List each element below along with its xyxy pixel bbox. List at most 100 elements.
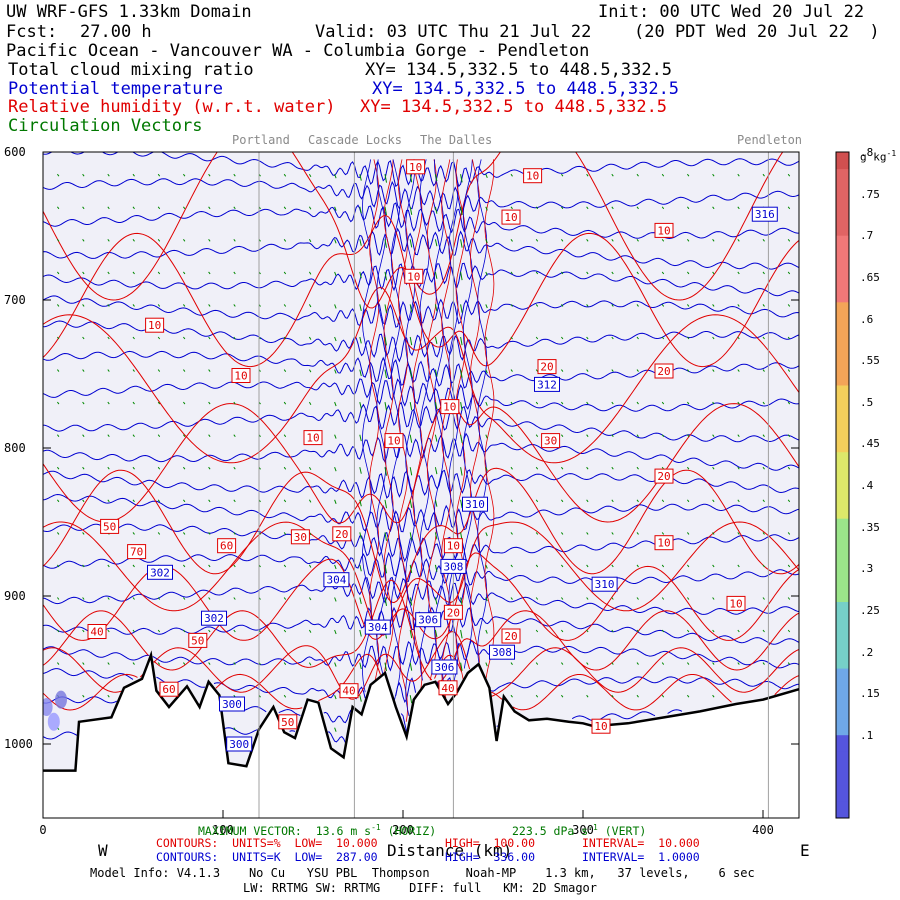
circulation-vector <box>586 662 589 665</box>
colorbar-band <box>836 568 849 586</box>
circulation-vector <box>712 304 715 307</box>
circulation-vector <box>636 662 639 665</box>
circulation-vector <box>460 499 463 509</box>
circulation-vector <box>132 564 135 568</box>
circulation-vector <box>409 434 413 443</box>
circulation-vector <box>409 239 413 248</box>
circulation-vector <box>334 564 337 570</box>
circulation-vector <box>762 499 765 503</box>
theta-label: 302 <box>204 612 224 625</box>
circulation-vector <box>661 597 665 600</box>
theta-contour-303 <box>43 576 799 615</box>
circulation-vector <box>636 239 639 242</box>
circulation-vector <box>687 271 690 275</box>
rh-label: 40 <box>90 626 103 639</box>
circulation-vector <box>510 499 513 503</box>
circulation-vector <box>636 499 639 503</box>
colorbar-band <box>836 335 849 353</box>
colorbar-label: .7 <box>860 229 874 243</box>
colorbar-band <box>836 152 849 170</box>
colorbar-band <box>836 801 849 819</box>
circulation-vector <box>787 532 791 535</box>
circulation-vector <box>510 206 513 210</box>
colorbar-band <box>836 784 849 802</box>
circulation-vector <box>661 499 665 503</box>
circulation-vector <box>182 499 186 503</box>
circulation-vector <box>561 239 564 242</box>
colorbar-band <box>836 584 849 602</box>
circulation-vector <box>409 564 413 574</box>
circulation-vector <box>233 564 236 568</box>
circulation-vector <box>687 401 690 405</box>
circulation-vector <box>787 499 791 503</box>
rh-label-box <box>290 529 310 545</box>
circulation-vector <box>233 466 236 470</box>
theta-label-box <box>415 612 442 628</box>
circulation-vector <box>434 434 438 442</box>
circulation-vector <box>57 629 60 633</box>
circulation-vector <box>359 564 362 572</box>
forecast-hour: 27.00 h <box>80 22 152 42</box>
circulation-vector <box>132 499 135 503</box>
gorge-contour <box>405 159 416 716</box>
circulation-vector <box>636 206 639 210</box>
circulation-vector <box>561 662 564 665</box>
circulation-vector <box>460 304 463 313</box>
rh-label: 20 <box>447 606 460 619</box>
circulation-vector <box>208 629 211 633</box>
circulation-vector <box>82 499 85 503</box>
location-pendleton: Pendleton <box>737 133 803 147</box>
circulation-vector <box>208 271 211 275</box>
rh-label-box <box>523 168 543 184</box>
rh-label-box <box>440 399 460 415</box>
circulation-vector <box>460 402 463 411</box>
circulation-vector <box>586 239 589 242</box>
circulation-vector <box>107 401 110 405</box>
circulation-vector <box>535 694 539 698</box>
circulation-vector <box>611 466 614 470</box>
circulation-vector <box>283 336 287 340</box>
circulation-vector <box>762 597 765 600</box>
rh-label: 70 <box>130 546 143 559</box>
y-tick-label: 800 <box>4 441 26 455</box>
circulation-vector <box>510 597 513 600</box>
circulation-vector <box>233 434 236 438</box>
circulation-vector <box>157 499 161 503</box>
circulation-vector <box>535 662 539 665</box>
circulation-vector <box>535 466 539 470</box>
circulation-vector <box>762 304 765 307</box>
circulation-vector <box>712 434 715 438</box>
circulation-vector <box>661 694 665 698</box>
circulation-vector <box>561 206 564 210</box>
circulation-vector <box>157 532 161 535</box>
vert-vector-label: 223.5 dPa s-1 (VERT) <box>512 823 647 838</box>
circulation-vector <box>485 532 488 537</box>
circulation-vector <box>712 466 715 470</box>
rh-label-box <box>654 222 674 238</box>
circulation-vector <box>485 336 488 341</box>
theta-contour-312 <box>43 320 799 363</box>
rh-label-box <box>501 209 521 225</box>
circulation-vector <box>787 304 791 307</box>
circulation-vector <box>132 336 135 340</box>
circulation-vector <box>510 271 513 275</box>
below-ground <box>43 655 799 818</box>
colorbar-band <box>836 551 849 569</box>
circulation-vector <box>157 662 161 665</box>
circulation-vector <box>586 532 589 535</box>
circulation-vector <box>611 597 614 600</box>
circulation-vector <box>157 369 161 372</box>
circulation-vector <box>611 206 614 210</box>
rh-label-box <box>591 718 611 734</box>
circulation-vector <box>485 271 488 276</box>
circulation-vector <box>208 304 211 307</box>
circulation-vector <box>434 629 438 638</box>
circulation-vector <box>107 369 110 372</box>
circulation-vector <box>561 304 564 307</box>
circulation-vector <box>132 369 135 372</box>
circulation-vector <box>208 369 211 372</box>
circulation-vector <box>787 336 791 340</box>
circulation-vector <box>787 662 791 665</box>
circulation-vector <box>182 369 186 372</box>
